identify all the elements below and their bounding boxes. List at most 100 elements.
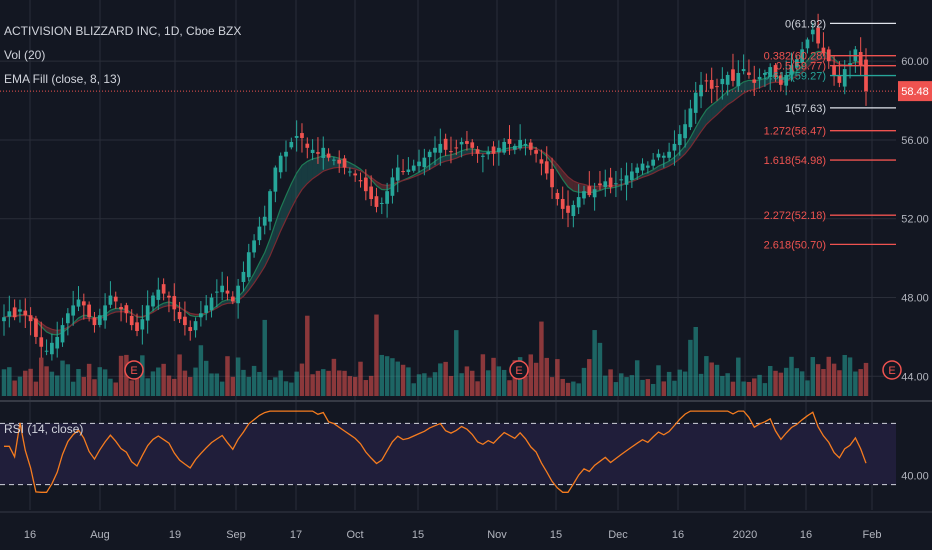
ema-fill-segment — [301, 161, 308, 190]
candle-body — [821, 47, 826, 54]
volume-bar — [44, 366, 49, 396]
earnings-marker-label: E — [130, 365, 137, 377]
candle-body — [619, 179, 624, 181]
ema-fill — [3, 50, 867, 336]
volume-bar — [757, 374, 762, 396]
volume-bar — [39, 357, 44, 396]
ema-fill-segment — [674, 152, 680, 163]
volume-bar — [799, 371, 805, 396]
time-tick-label: Dec — [608, 529, 628, 541]
candle-body — [832, 65, 836, 75]
volume-bar — [379, 354, 385, 396]
candle-body — [39, 337, 44, 347]
candle-body — [220, 285, 225, 293]
volume-bar — [741, 381, 746, 396]
candle-body — [119, 306, 123, 310]
candle-body — [151, 295, 155, 307]
candle-body — [630, 171, 634, 180]
volume-bar — [438, 363, 443, 396]
ema-fill-segment — [679, 145, 686, 159]
candle-body — [81, 301, 86, 306]
candle-body — [353, 173, 358, 176]
price-tick-label: 52.00 — [901, 214, 929, 226]
ema-fill-segment — [759, 78, 765, 88]
earnings-marker — [509, 360, 529, 380]
volume-bar — [363, 380, 369, 396]
candle-body — [571, 204, 576, 217]
fib-label: 2.618(50.70) — [764, 239, 826, 251]
volume-bar — [555, 359, 560, 396]
ema-fill-segment — [435, 157, 441, 167]
candle-body — [496, 147, 501, 153]
volume-bar — [166, 375, 172, 396]
volume-bar — [384, 356, 390, 396]
candle-body — [305, 143, 310, 148]
volume-bar — [352, 376, 358, 396]
axes: 60.00 56.00 52.00 48.00 44.00 40.00 16 Aug 19 Sep… — [24, 56, 929, 541]
candle-body — [842, 69, 847, 87]
candle-body — [411, 165, 416, 171]
volume-bar — [704, 356, 709, 396]
candle-body — [177, 311, 182, 320]
fib-label: 0.5(59.77) — [776, 61, 826, 73]
candle-body — [55, 336, 60, 349]
candle-body — [427, 151, 432, 158]
candle-body — [28, 315, 33, 322]
candle-body — [715, 86, 719, 88]
rsi-band-fill — [0, 423, 896, 485]
candles — [2, 13, 868, 361]
volume-bar — [331, 358, 337, 396]
ema-fill-segment — [243, 282, 249, 297]
volume-bar — [150, 371, 156, 396]
volume-bar — [459, 373, 464, 396]
ema-fill-segment — [333, 156, 340, 168]
ema-fill-segment — [732, 85, 739, 102]
candle-body — [273, 167, 278, 192]
ema-fill-segment — [748, 80, 755, 91]
fib-label: 0(61.92) — [785, 18, 826, 30]
volume-bar — [640, 379, 645, 396]
volume-bar — [118, 355, 124, 396]
fib-label: 1.618(54.98) — [764, 155, 826, 167]
volume-bar — [17, 376, 23, 396]
volume-bar — [336, 370, 342, 396]
volume-bar — [33, 381, 39, 396]
candle-body — [326, 153, 331, 158]
time-tick-label: Nov — [487, 529, 507, 541]
candle-body — [576, 197, 581, 208]
volume-bar — [576, 383, 581, 396]
volume-bar — [289, 382, 294, 396]
volume-bar — [805, 380, 810, 396]
volume-bar — [794, 368, 800, 396]
candle-body — [18, 309, 22, 312]
ema-fill-segment — [791, 71, 797, 80]
volume-bar — [140, 355, 145, 396]
volume-bar — [251, 365, 257, 396]
candle-body — [449, 151, 453, 153]
volume-bar — [129, 380, 134, 396]
candle-body — [560, 198, 565, 209]
volume-bar — [156, 367, 161, 396]
time-tick-label: Oct — [346, 529, 363, 541]
ema-fill-segment — [573, 180, 579, 193]
earnings-marker — [882, 360, 902, 380]
candle-body — [204, 305, 209, 313]
volume-bar — [161, 363, 166, 396]
volume-bar — [714, 364, 720, 396]
ema-fill-segment — [296, 165, 302, 199]
ema-fill-segment — [796, 66, 803, 77]
candle-body — [475, 149, 480, 154]
ema-fill-segment — [807, 53, 813, 68]
candle-body — [257, 226, 262, 241]
candle-body — [651, 159, 656, 166]
volume-bar — [688, 339, 693, 396]
volume-bar — [321, 369, 326, 396]
volume-bar — [842, 354, 847, 396]
candle-body — [193, 321, 198, 331]
volume-bar — [752, 378, 757, 396]
candle-body — [342, 158, 347, 168]
candle-body — [773, 65, 778, 77]
volume-bar — [464, 366, 470, 396]
candle-body — [129, 315, 134, 326]
